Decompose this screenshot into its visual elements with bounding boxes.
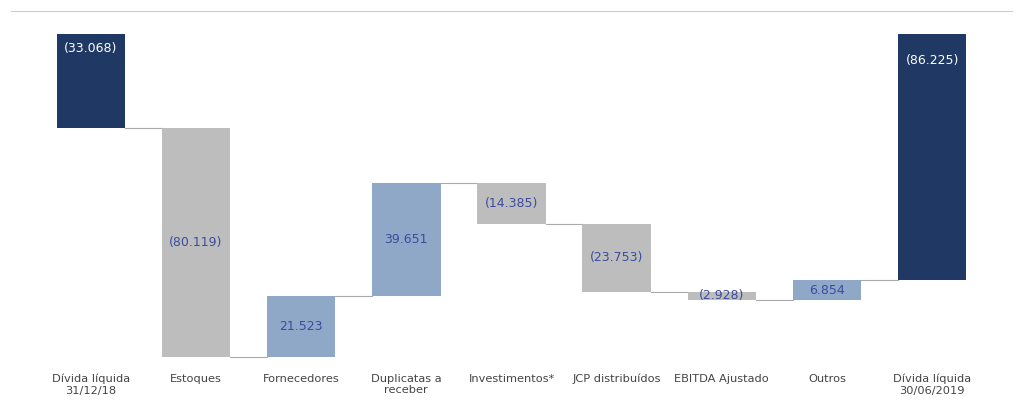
Text: (80.119): (80.119) [169,236,223,249]
Bar [793,280,861,300]
Bar [687,292,756,300]
Text: (86.225): (86.225) [905,54,959,67]
Text: (2.928): (2.928) [699,289,745,302]
Bar [56,34,125,129]
Bar [267,296,336,357]
Bar [898,34,967,280]
Text: 21.523: 21.523 [279,320,323,333]
Bar [478,183,545,224]
Bar [582,224,651,292]
Bar [162,129,230,357]
Text: (33.068): (33.068) [64,42,118,55]
Text: 39.651: 39.651 [385,233,428,246]
Bar [372,183,441,296]
Text: (23.753): (23.753) [590,251,643,264]
Text: (14.385): (14.385) [485,197,538,210]
Text: 6.854: 6.854 [809,284,845,297]
